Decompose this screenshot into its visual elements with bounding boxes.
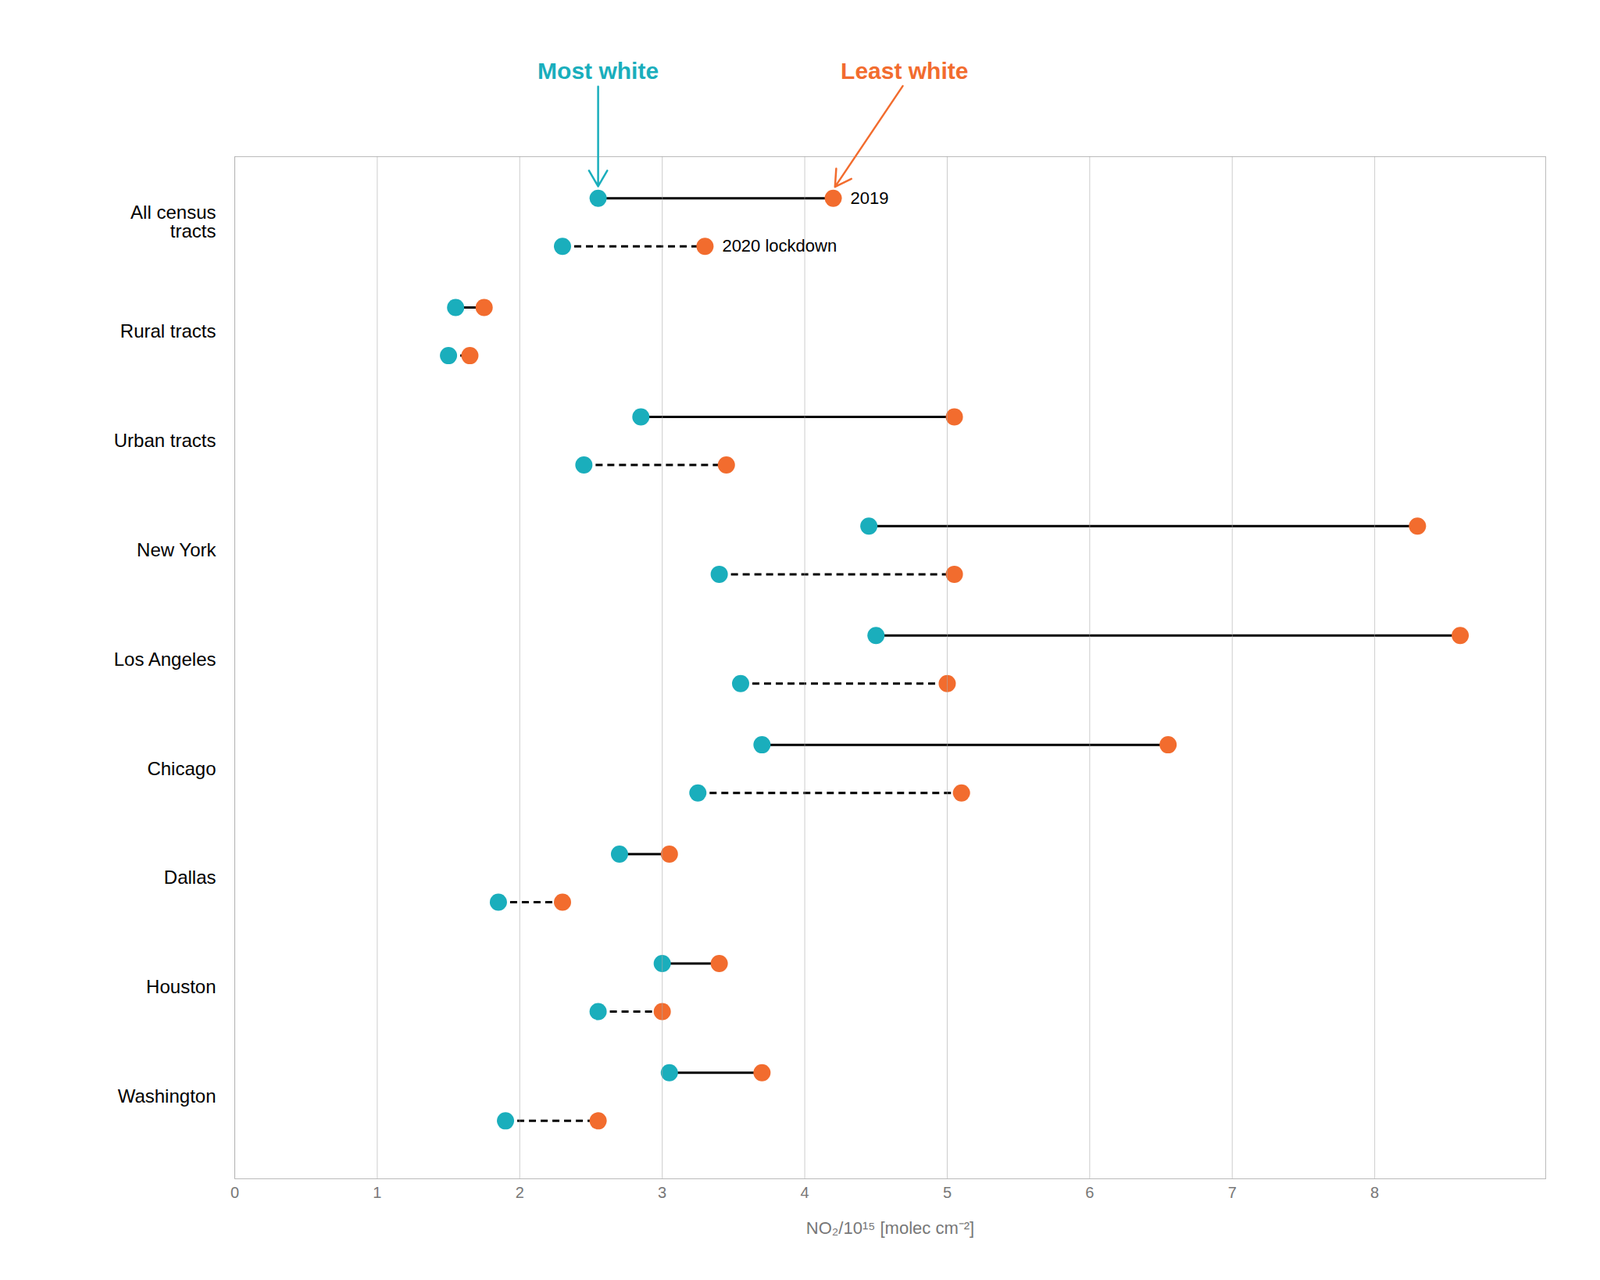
svg-text:Rural tracts: Rural tracts bbox=[120, 320, 217, 342]
svg-text:7: 7 bbox=[1228, 1183, 1237, 1201]
svg-text:New York: New York bbox=[136, 539, 217, 561]
svg-text:1: 1 bbox=[372, 1183, 382, 1201]
svg-text:2: 2 bbox=[515, 1183, 525, 1201]
svg-text:0: 0 bbox=[230, 1183, 240, 1201]
svg-text:5: 5 bbox=[942, 1183, 952, 1201]
svg-text:Least white: Least white bbox=[840, 57, 968, 84]
svg-text:3: 3 bbox=[657, 1183, 667, 1201]
svg-text:Houston: Houston bbox=[146, 975, 216, 997]
svg-text:2019: 2019 bbox=[850, 188, 890, 208]
svg-text:NO₂/10¹⁵ [molec cm⁻²]: NO₂/10¹⁵ [molec cm⁻²] bbox=[806, 1217, 975, 1238]
svg-text:Most white: Most white bbox=[537, 57, 659, 84]
svg-text:2020 lockdown: 2020 lockdown bbox=[721, 235, 837, 256]
svg-text:4: 4 bbox=[800, 1183, 810, 1201]
svg-text:Los Angeles: Los Angeles bbox=[114, 648, 217, 670]
svg-text:Dallas: Dallas bbox=[164, 866, 217, 888]
svg-text:6: 6 bbox=[1085, 1183, 1094, 1201]
svg-text:Washington: Washington bbox=[117, 1085, 217, 1107]
svg-text:Urban tracts: Urban tracts bbox=[114, 429, 217, 451]
svg-text:8: 8 bbox=[1370, 1183, 1379, 1201]
svg-text:All censustracts: All censustracts bbox=[130, 201, 216, 242]
svg-text:Chicago: Chicago bbox=[146, 757, 216, 779]
